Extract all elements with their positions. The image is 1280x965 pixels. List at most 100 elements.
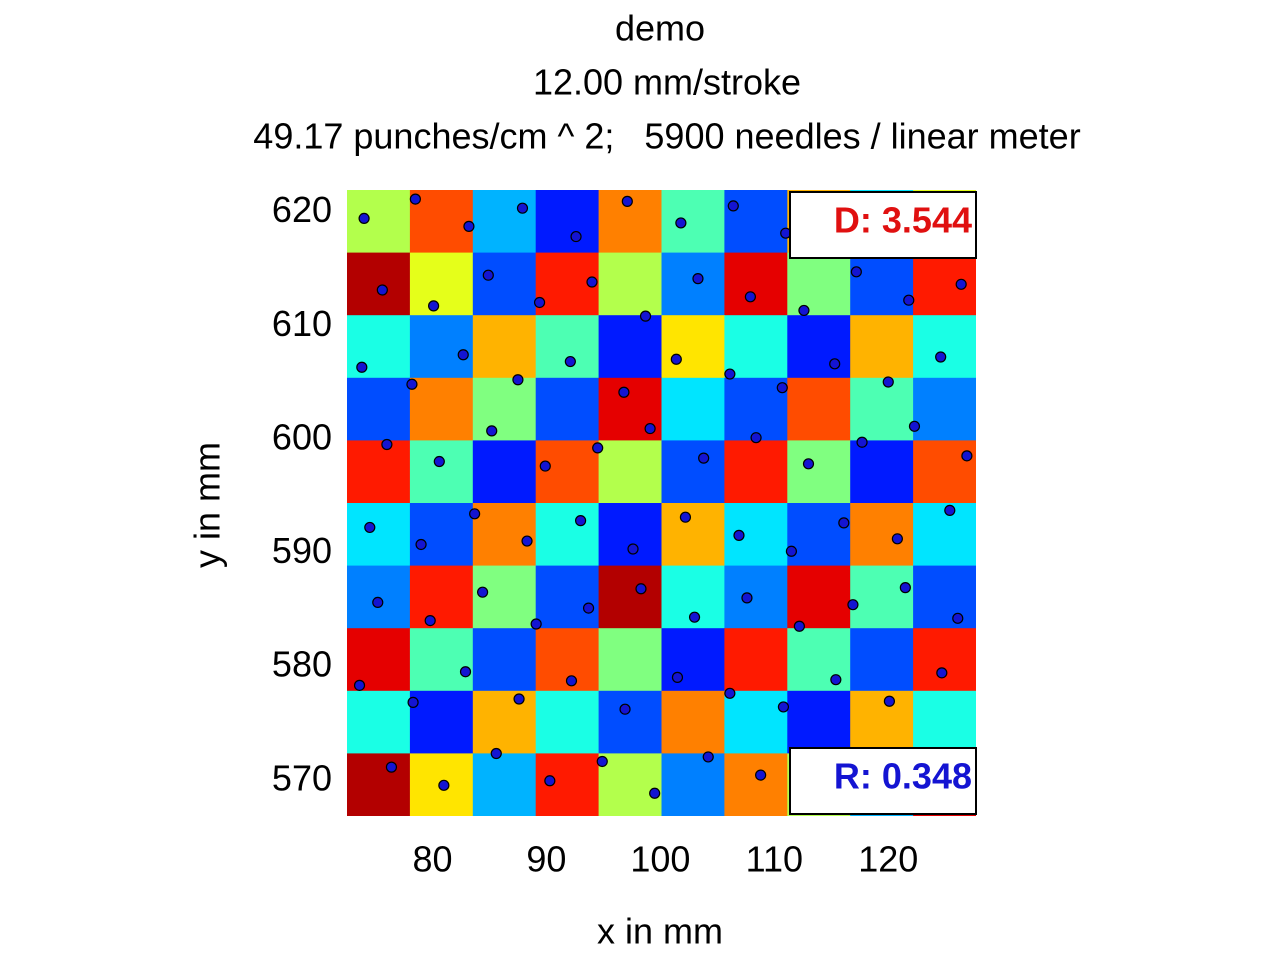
heat-cell xyxy=(409,440,474,504)
heat-cell xyxy=(724,690,788,754)
scatter-point xyxy=(586,276,598,288)
chart-subtitle: 12.00 mm/stroke xyxy=(533,62,801,103)
scatter-point xyxy=(670,353,682,365)
scatter-point xyxy=(570,230,582,243)
heat-cell xyxy=(661,190,725,254)
heat-cell xyxy=(850,252,914,316)
heat-cell xyxy=(913,565,976,629)
scatter-point xyxy=(639,310,652,322)
scatter-layer xyxy=(353,192,974,804)
scatter-point xyxy=(955,278,967,290)
annotation-box xyxy=(789,747,977,815)
scatter-point xyxy=(798,304,810,317)
x-tick-label: 110 xyxy=(746,839,803,880)
heat-cell xyxy=(661,377,725,441)
scatter-point xyxy=(596,755,608,768)
x-tick-label: 100 xyxy=(630,839,690,880)
scatter-point xyxy=(356,361,368,373)
heat-cell xyxy=(787,690,851,754)
scatter-point xyxy=(679,511,692,523)
scatter-point xyxy=(619,703,631,715)
scatter-point xyxy=(459,666,472,678)
heat-cell xyxy=(850,503,914,567)
scatter-point xyxy=(935,351,947,363)
scatter-point xyxy=(513,693,525,705)
scatter-point xyxy=(512,374,524,386)
scatter-point xyxy=(635,583,647,595)
heat-cell xyxy=(535,690,600,754)
heatmap xyxy=(347,190,976,816)
scatter-point xyxy=(457,349,469,361)
scatter-point xyxy=(899,582,911,594)
heat-cell xyxy=(472,628,537,692)
scatter-point xyxy=(353,679,366,691)
scatter-point xyxy=(358,212,370,225)
scatter-point xyxy=(516,202,529,214)
chart-title: demo xyxy=(615,8,705,49)
scatter-point xyxy=(618,386,630,398)
heat-cell xyxy=(850,440,914,504)
scatter-point xyxy=(564,355,576,368)
heat-cell xyxy=(724,753,788,816)
annotation-text: D: 3.544 xyxy=(834,200,972,241)
heat-cell xyxy=(409,628,474,692)
heat-cell xyxy=(409,252,474,316)
scatter-point xyxy=(539,460,551,472)
heat-cell xyxy=(472,252,537,316)
scatter-point xyxy=(882,376,894,388)
heat-cell xyxy=(535,315,600,379)
scatter-point xyxy=(407,696,419,708)
heat-cell xyxy=(850,628,914,692)
heat-cell xyxy=(347,503,411,567)
heat-cell xyxy=(347,440,411,504)
scatter-point xyxy=(433,455,445,468)
heat-cell xyxy=(850,315,914,379)
heat-cell xyxy=(347,377,411,441)
heat-cell xyxy=(913,503,976,567)
scatter-point xyxy=(744,291,756,303)
scatter-point xyxy=(582,602,595,614)
heat-cell xyxy=(409,315,474,379)
scatter-point xyxy=(755,769,767,781)
heat-cell xyxy=(787,628,851,692)
scatter-point xyxy=(438,779,450,791)
y-tick-label: 600 xyxy=(272,416,332,457)
y-axis-label: y in mm xyxy=(187,442,228,568)
heat-cell xyxy=(850,565,914,629)
heat-cell xyxy=(409,503,474,567)
heat-cell xyxy=(787,440,851,504)
heat-cell xyxy=(913,628,976,692)
heat-cell xyxy=(409,377,474,441)
chart-subtitle: 49.17 punches/cm ^ 2; 5900 needles / lin… xyxy=(253,116,1080,157)
y-tick-label: 570 xyxy=(272,757,332,798)
scatter-point xyxy=(376,284,388,296)
scatter-point xyxy=(891,533,903,545)
heat-cell xyxy=(913,440,976,504)
scatter-point xyxy=(741,592,753,604)
heat-cell xyxy=(787,315,851,379)
heat-cell xyxy=(535,377,600,441)
scatter-point xyxy=(521,535,533,547)
heat-cell xyxy=(724,440,788,504)
scatter-point xyxy=(574,515,587,527)
scatter-point xyxy=(565,675,578,687)
heat-cell xyxy=(347,252,411,316)
y-tick-label: 610 xyxy=(272,303,332,344)
scatter-point xyxy=(733,529,745,541)
heat-cell xyxy=(535,503,600,567)
heat-cell xyxy=(472,377,537,441)
heat-cell xyxy=(724,315,788,379)
scatter-point xyxy=(829,358,841,370)
scatter-point xyxy=(850,266,862,278)
x-tick-label: 120 xyxy=(858,839,918,880)
heat-cell xyxy=(409,565,474,629)
scatter-point xyxy=(952,612,964,624)
x-axis-label: x in mm xyxy=(597,911,723,952)
heat-cell xyxy=(661,628,725,692)
scatter-point xyxy=(428,300,440,312)
heat-cell xyxy=(347,753,411,816)
scatter-point xyxy=(692,273,704,285)
scatter-point xyxy=(482,269,494,281)
scatter-point xyxy=(381,438,393,451)
